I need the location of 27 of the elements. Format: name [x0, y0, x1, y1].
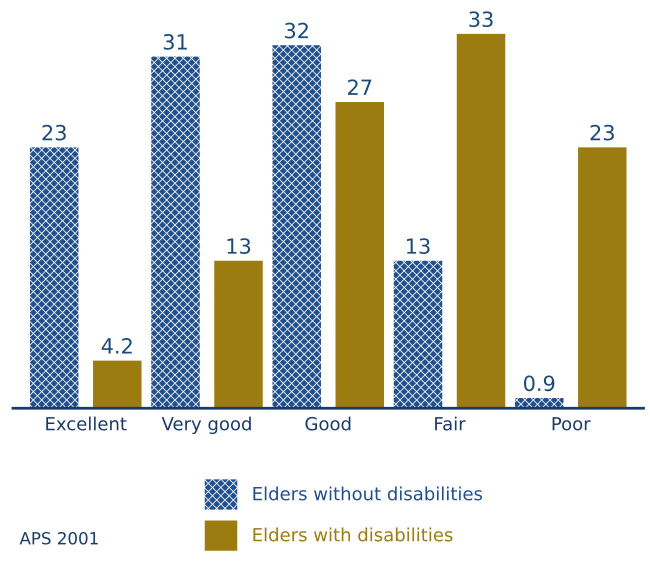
bar [30, 147, 78, 408]
bar [394, 260, 442, 408]
bar [93, 360, 142, 408]
data-label: 13 [407, 238, 430, 254]
data-label: 13 [228, 238, 250, 254]
data-label: 32 [285, 22, 308, 38]
bar [214, 260, 263, 408]
data-label: 27 [348, 79, 372, 95]
bar [456, 34, 506, 408]
x-tick-label: Excellent [46, 416, 127, 431]
data-label: 4.2 [102, 338, 132, 354]
data-label: 33 [469, 11, 493, 28]
legend-label: Elders with disabilities [253, 528, 452, 542]
bar [151, 56, 200, 408]
data-label: 0.9 [524, 375, 554, 392]
bar [272, 45, 321, 408]
data-label: 23 [42, 124, 66, 141]
x-tick-label: Very good [162, 416, 251, 434]
text: APS 2001 [20, 532, 98, 545]
bar [578, 147, 627, 408]
x-tick-label: Poor [552, 417, 591, 431]
bar [336, 102, 384, 408]
x-tick-label: Good [305, 416, 350, 431]
x-tick-label: Fair [435, 416, 466, 431]
data-label: 23 [590, 124, 614, 141]
data-label: 31 [164, 34, 187, 50]
legend-label: Elders without disabilities [253, 486, 482, 500]
